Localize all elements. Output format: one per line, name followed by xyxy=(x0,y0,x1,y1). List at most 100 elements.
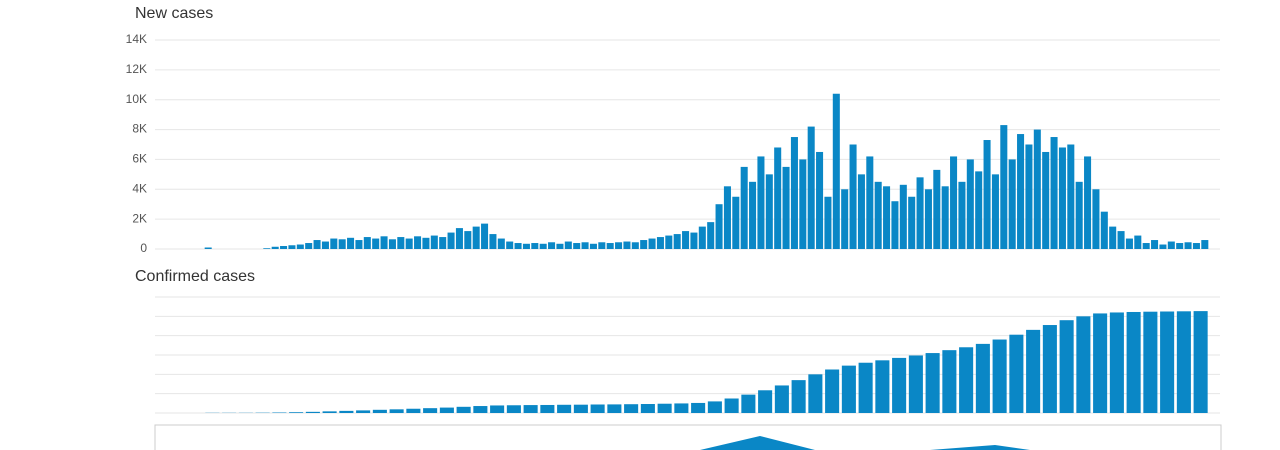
bar xyxy=(321,241,329,249)
bar xyxy=(740,166,748,249)
bar xyxy=(782,166,790,249)
bar xyxy=(1184,242,1192,249)
bar xyxy=(631,242,639,249)
bar xyxy=(832,93,840,249)
bar xyxy=(531,243,539,249)
bar xyxy=(347,237,355,249)
bar xyxy=(899,184,907,249)
bar xyxy=(1134,235,1142,249)
bar xyxy=(916,177,924,249)
bar xyxy=(1176,311,1191,413)
bar xyxy=(1025,144,1033,249)
navigator-shape xyxy=(930,445,1030,450)
bar xyxy=(389,409,404,413)
bar xyxy=(606,243,614,249)
bar xyxy=(581,242,589,249)
bar xyxy=(690,232,698,249)
bar xyxy=(765,174,773,249)
bar xyxy=(992,339,1007,413)
bar xyxy=(1076,316,1091,413)
bar xyxy=(455,228,463,249)
bar xyxy=(607,404,622,413)
bar xyxy=(464,231,472,249)
bar xyxy=(380,236,388,249)
bar xyxy=(624,404,639,413)
bar xyxy=(573,243,581,249)
bar xyxy=(548,242,556,249)
bar xyxy=(356,410,371,413)
y-tick-label: 0 xyxy=(140,241,147,255)
bar xyxy=(456,406,471,413)
bar xyxy=(590,404,605,413)
bar xyxy=(363,237,371,249)
bar xyxy=(656,237,664,249)
bar xyxy=(1092,189,1100,249)
bar xyxy=(414,236,422,249)
bar xyxy=(715,204,723,249)
bar xyxy=(799,159,807,249)
bar xyxy=(372,409,387,413)
bar xyxy=(698,226,706,249)
bar xyxy=(807,126,815,249)
bar xyxy=(758,390,773,413)
bar xyxy=(732,196,740,249)
bar xyxy=(707,222,715,249)
bar xyxy=(791,380,806,413)
bar xyxy=(564,241,572,249)
bar xyxy=(489,234,497,249)
bar xyxy=(808,374,823,413)
bar xyxy=(1109,312,1124,413)
bar xyxy=(1093,313,1108,413)
bar xyxy=(405,238,413,249)
bar xyxy=(790,137,798,249)
bar xyxy=(959,347,974,413)
bar xyxy=(522,243,530,249)
bar xyxy=(313,240,321,249)
bar xyxy=(490,405,505,413)
bar xyxy=(1075,181,1083,249)
bar xyxy=(942,350,957,413)
y-tick-label: 10K xyxy=(126,92,147,106)
bar xyxy=(296,244,304,249)
bar xyxy=(707,401,722,413)
bar xyxy=(975,171,983,249)
navigator-frame[interactable] xyxy=(154,424,1222,450)
bar xyxy=(924,189,932,249)
bar xyxy=(422,237,430,249)
bar xyxy=(263,248,271,249)
bar xyxy=(1009,334,1024,413)
y-tick-label: 6K xyxy=(132,152,147,166)
bar xyxy=(338,239,346,249)
bar xyxy=(841,189,849,249)
bar xyxy=(1084,156,1092,249)
bar xyxy=(514,243,522,249)
bar xyxy=(774,385,789,413)
bar xyxy=(1143,311,1158,413)
navigator[interactable] xyxy=(154,424,1222,450)
bar xyxy=(682,231,690,249)
bar xyxy=(1017,134,1025,249)
chart-title: New cases xyxy=(135,5,213,22)
bar xyxy=(556,243,564,249)
bar xyxy=(406,408,421,413)
bar xyxy=(289,412,304,413)
bar xyxy=(1058,147,1066,249)
bar xyxy=(204,247,212,249)
bar xyxy=(891,201,899,249)
bar xyxy=(1000,125,1008,249)
bar xyxy=(640,240,648,249)
bar xyxy=(589,243,597,249)
bar xyxy=(1167,241,1175,249)
bar xyxy=(271,246,279,249)
bar xyxy=(1159,244,1167,249)
bar xyxy=(925,353,940,413)
y-tick-label: 8K xyxy=(132,122,147,136)
bar xyxy=(892,357,907,413)
bar xyxy=(1117,231,1125,249)
bar xyxy=(874,181,882,249)
y-tick-label: 12K xyxy=(126,62,147,76)
bar xyxy=(908,196,916,249)
bar xyxy=(640,404,655,413)
bar xyxy=(723,186,731,249)
